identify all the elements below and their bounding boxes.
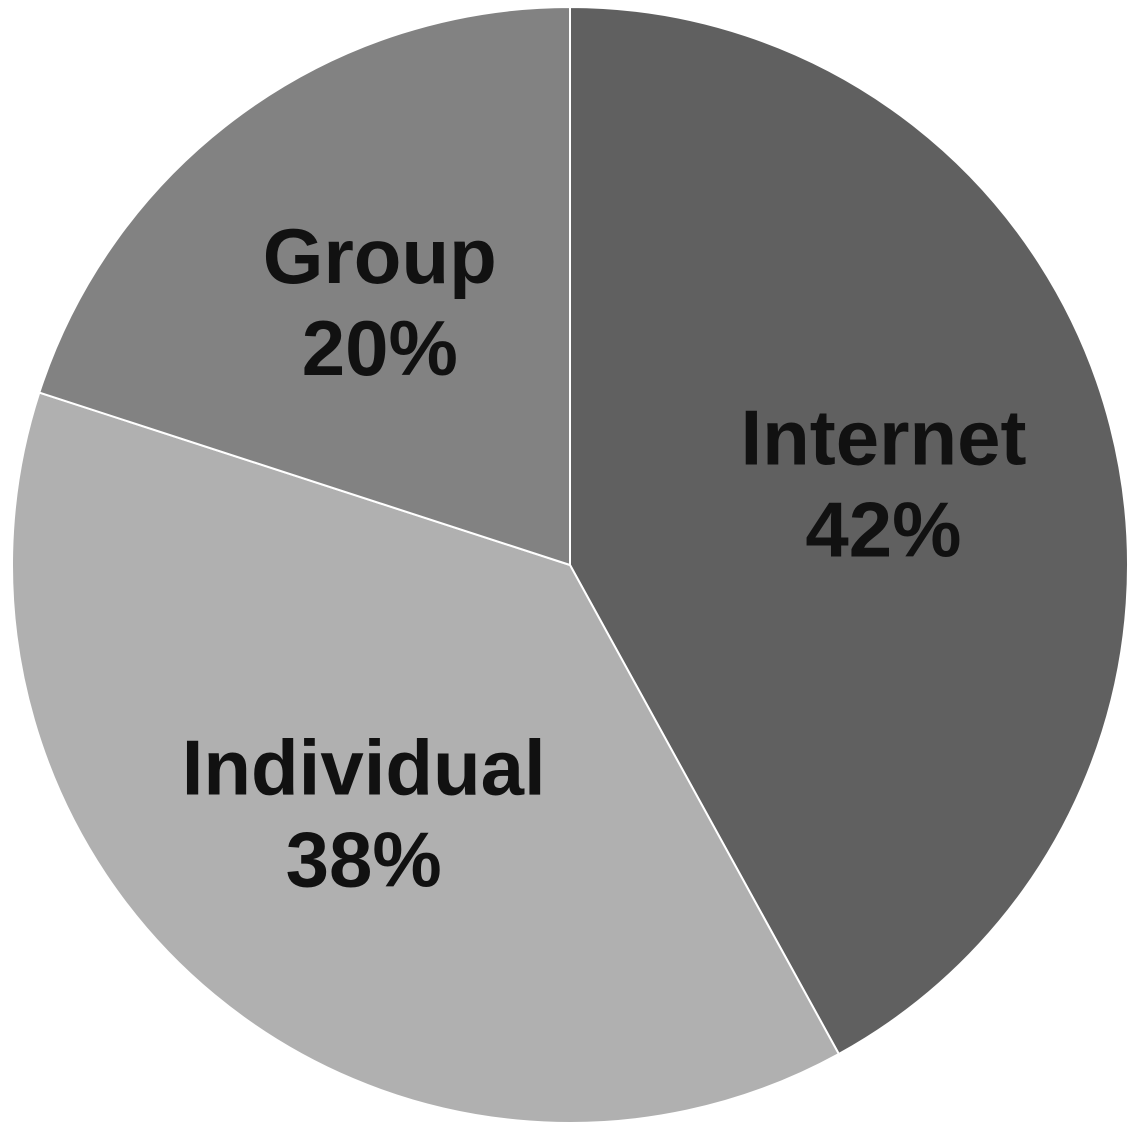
- slice-label-group: Group: [263, 212, 497, 300]
- pie-slice-internet: [569, 5, 1129, 1056]
- pie-slice-individual: [11, 391, 841, 1124]
- slice-value-label-individual: 38%: [286, 815, 442, 903]
- pie-slice-group: [38, 5, 571, 567]
- slice-value-label-group: 20%: [302, 304, 458, 392]
- pie-slices: [11, 5, 1129, 1124]
- slice-label-individual: Individual: [182, 723, 546, 811]
- slice-value-label-internet: 42%: [805, 486, 961, 574]
- slice-label-internet: Internet: [740, 394, 1026, 482]
